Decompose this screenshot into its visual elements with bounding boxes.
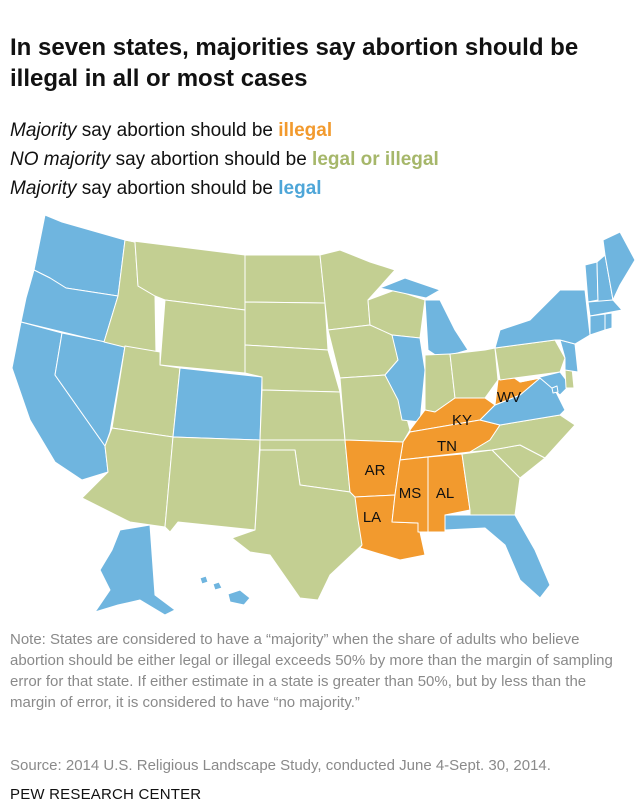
legend-prefix: Majority bbox=[10, 120, 77, 141]
state-DC bbox=[551, 385, 559, 394]
state-FL bbox=[444, 514, 551, 599]
state-MA bbox=[587, 299, 623, 317]
state-RI bbox=[604, 312, 613, 331]
legend-keyword-no-majority: legal or illegal bbox=[312, 149, 439, 170]
chart-title: In seven states, majorities say abortion… bbox=[10, 34, 579, 92]
legend-keyword-legal: legal bbox=[278, 178, 322, 199]
state-CT bbox=[589, 313, 606, 336]
state-SD bbox=[244, 301, 329, 351]
state-AK bbox=[94, 524, 176, 616]
state-KS bbox=[259, 389, 346, 441]
legend-text: say abortion should be bbox=[76, 120, 279, 141]
legend-prefix: NO majority bbox=[10, 149, 111, 170]
state-WY bbox=[159, 299, 246, 374]
legend-item-no-majority: NO majority say abortion should be legal… bbox=[10, 145, 439, 174]
state-VT bbox=[584, 261, 599, 303]
state-NY bbox=[494, 289, 591, 349]
us-map: AR LA MS AL TN KY WV bbox=[11, 214, 636, 616]
note: Note: States are considered to have a “m… bbox=[10, 631, 613, 711]
legend-text: say abortion should be bbox=[110, 149, 313, 170]
label-TN: TN bbox=[437, 438, 457, 455]
state-HI bbox=[199, 575, 251, 606]
footer-brand: PEW RESEARCH CENTER bbox=[10, 786, 202, 803]
legend-item-legal: Majority say abortion should be legal bbox=[10, 174, 439, 203]
state-TX bbox=[231, 449, 363, 601]
label-WV: WV bbox=[497, 389, 521, 406]
label-AR: AR bbox=[365, 462, 386, 479]
state-NM bbox=[164, 436, 261, 533]
label-LA: LA bbox=[363, 509, 381, 526]
label-KY: KY bbox=[452, 412, 472, 429]
legend-prefix: Majority bbox=[10, 178, 77, 199]
source: Source: 2014 U.S. Religious Landscape St… bbox=[10, 757, 551, 774]
state-IL bbox=[384, 334, 426, 423]
label-MS: MS bbox=[399, 485, 422, 502]
legend: Majority say abortion should be illegal … bbox=[10, 116, 439, 203]
legend-item-illegal: Majority say abortion should be illegal bbox=[10, 116, 439, 145]
state-MI bbox=[379, 277, 469, 359]
state-ND bbox=[244, 254, 326, 304]
legend-keyword-illegal: illegal bbox=[278, 120, 333, 141]
legend-text: say abortion should be bbox=[76, 178, 279, 199]
state-CO bbox=[172, 367, 263, 441]
state-OH bbox=[449, 347, 499, 399]
label-AL: AL bbox=[436, 485, 454, 502]
